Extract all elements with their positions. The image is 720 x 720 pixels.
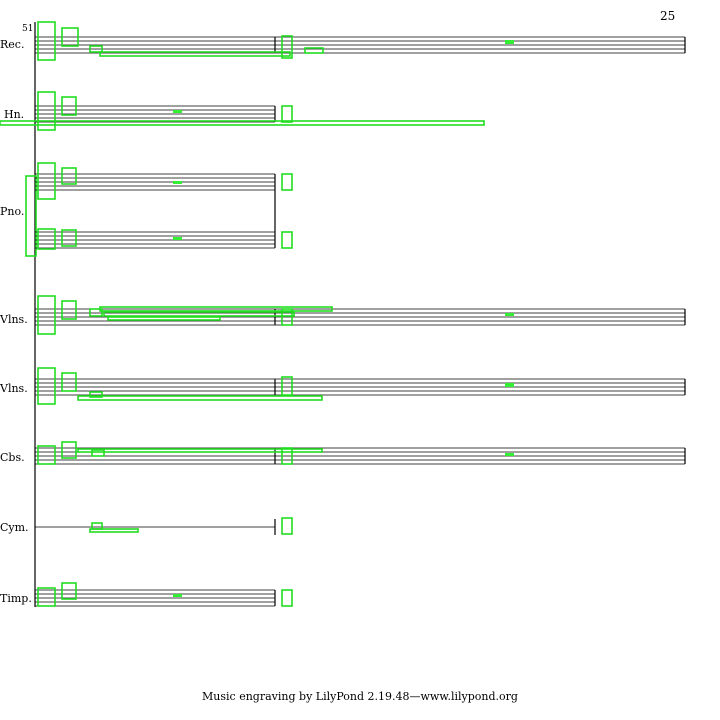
tie-icon — [107, 316, 221, 321]
rest-icon — [173, 110, 182, 113]
note-icon — [304, 47, 324, 54]
rest-icon — [505, 383, 514, 387]
bass-clef-icon — [37, 587, 56, 607]
staff-rec — [35, 21, 686, 61]
staff-hn — [0, 91, 485, 131]
key-signature-icon — [61, 582, 77, 600]
note-icon — [281, 376, 293, 396]
instrument-label-cym: Cym. — [0, 521, 29, 534]
note-icon — [281, 231, 293, 249]
page-number: 25 — [660, 9, 676, 23]
rest-icon — [505, 453, 514, 456]
bass-clef-icon — [37, 228, 56, 250]
staff-vlns-1 — [35, 295, 686, 335]
tie-icon — [77, 395, 323, 401]
engraving-credit: Music engraving by LilyPond 2.19.48—www.… — [202, 690, 518, 703]
key-signature-icon — [61, 229, 77, 247]
instrument-label-timp: Timp. — [0, 592, 32, 605]
note-icon — [91, 449, 105, 457]
rest-icon — [505, 40, 514, 44]
key-signature-icon — [61, 300, 77, 320]
note-icon — [281, 447, 293, 465]
treble-clef-icon — [37, 21, 56, 61]
key-signature-icon — [61, 167, 77, 185]
note-icon — [281, 173, 293, 191]
tie-icon — [77, 448, 323, 453]
staff-vlns-2 — [35, 367, 686, 405]
key-signature-icon — [61, 27, 79, 47]
note-icon — [281, 105, 293, 123]
treble-clef-icon — [37, 91, 56, 131]
note-icon — [89, 391, 103, 398]
tie-icon — [99, 51, 291, 57]
tie-icon — [99, 306, 333, 312]
key-signature-icon — [61, 372, 77, 392]
key-signature-icon — [61, 96, 77, 116]
staff-cbs — [35, 441, 686, 465]
key-signature-icon — [61, 441, 77, 459]
tie-icon — [89, 528, 139, 533]
piano-brace-icon — [25, 175, 37, 257]
staff-pno — [25, 162, 293, 257]
instrument-label-hn: Hn. — [4, 108, 25, 121]
note-icon — [281, 517, 293, 535]
staff-cym — [35, 517, 293, 535]
instrument-label-rec: Rec. — [0, 38, 25, 51]
rest-icon — [173, 594, 182, 597]
note-icon — [281, 35, 293, 59]
note-icon — [89, 45, 103, 53]
instrument-label-cbs: Cbs. — [0, 451, 25, 464]
treble-clef-icon — [37, 367, 56, 405]
tie-icon — [0, 120, 485, 126]
note-icon — [281, 589, 293, 607]
treble-clef-icon — [37, 295, 56, 335]
rest-icon — [173, 181, 182, 184]
note-icon — [91, 522, 103, 530]
note-icon — [89, 308, 103, 317]
tie-icon — [103, 311, 295, 317]
rest-icon — [173, 237, 182, 240]
instrument-label-vlns-2: Vlns. — [0, 382, 28, 395]
bass-clef-icon — [37, 445, 56, 465]
treble-clef-icon — [37, 162, 56, 200]
rest-icon — [505, 313, 514, 316]
instrument-label-pno: Pno. — [0, 205, 25, 218]
measure-number: 51 — [22, 24, 34, 34]
instrument-label-vlns-1: Vlns. — [0, 313, 28, 326]
note-icon — [281, 308, 293, 326]
staff-timp — [35, 582, 293, 607]
